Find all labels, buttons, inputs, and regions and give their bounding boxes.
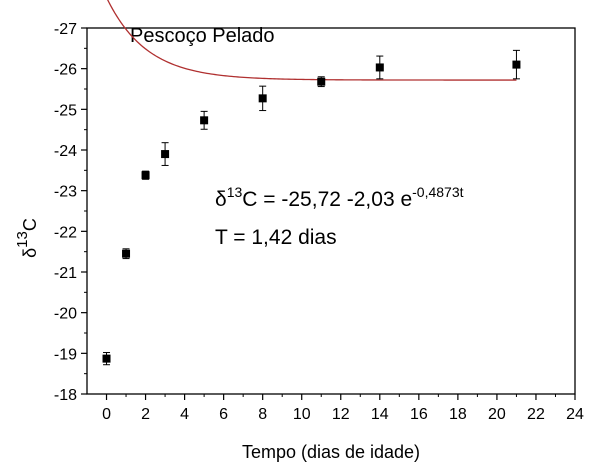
x-tick-label: 12 — [332, 406, 350, 423]
data-point — [512, 49, 521, 80]
x-tick-label: 10 — [293, 406, 311, 423]
x-tick-label: 4 — [180, 406, 189, 423]
data-point — [317, 76, 326, 88]
x-tick-label: 0 — [102, 406, 111, 423]
y-tick-label: -21 — [54, 265, 77, 282]
data-point — [200, 110, 209, 130]
x-tick-label: 8 — [258, 406, 267, 423]
equation-mid: C = -25,72 -2,03 e — [242, 188, 412, 211]
point-marker — [375, 63, 384, 72]
x-tick-label: 6 — [219, 406, 228, 423]
x-tick-label: 16 — [410, 406, 428, 423]
data-point — [161, 142, 170, 166]
x-tick-label: 18 — [449, 406, 467, 423]
x-axis-title: Tempo (dias de idade) — [242, 442, 420, 462]
y-tick-label: -24 — [54, 143, 77, 160]
fit-equation: δ13C = -25,72 -2,03 e-0,4873t — [215, 184, 464, 211]
y-title-rest: C — [20, 218, 40, 231]
equation-sup2: -0,4873t — [412, 184, 463, 200]
point-marker — [161, 150, 170, 159]
x-tick-label: 22 — [527, 406, 545, 423]
y-title-base: δ — [20, 248, 40, 258]
t-label: T = 1,42 dias — [215, 226, 337, 249]
y-tick-label: -23 — [54, 184, 77, 201]
y-tick-label: -25 — [54, 102, 77, 119]
data-point — [141, 170, 150, 180]
point-marker — [512, 60, 521, 69]
point-marker — [141, 171, 150, 180]
point-marker — [317, 77, 326, 86]
x-tick-label: 20 — [488, 406, 506, 423]
point-marker — [102, 354, 111, 363]
data-point — [102, 352, 111, 366]
y-tick-label: -26 — [54, 62, 77, 79]
y-tick-label: -20 — [54, 306, 77, 323]
data-point — [375, 55, 384, 80]
y-tick-label: -19 — [54, 346, 77, 363]
y-title-sup: 13 — [14, 231, 31, 248]
y-tick-label: -22 — [54, 224, 77, 241]
fit-curve — [107, 0, 517, 81]
data-points — [102, 49, 521, 366]
data-point — [258, 85, 267, 112]
y-axis: -18 -19 -20 -21 -22 -23 -24 -25 -26 -27 — [54, 21, 87, 404]
x-tick-label: 14 — [371, 406, 389, 423]
chart-title: Pescoço Pelado — [130, 25, 275, 47]
point-marker — [200, 116, 209, 125]
x-tick-label: 2 — [141, 406, 150, 423]
equation-sup1: 13 — [227, 184, 243, 200]
plot-frame — [86, 27, 576, 395]
data-point — [122, 248, 131, 260]
y-tick-label: -27 — [54, 21, 77, 38]
point-marker — [258, 94, 267, 103]
x-tick-label: 24 — [566, 406, 584, 423]
y-axis-title: δ13C — [14, 218, 40, 258]
equation-base: δ — [215, 188, 227, 211]
y-tick-label: -18 — [54, 387, 77, 404]
point-marker — [122, 249, 131, 258]
x-axis: 0 2 4 6 8 10 12 14 16 18 20 22 24 — [102, 394, 584, 423]
